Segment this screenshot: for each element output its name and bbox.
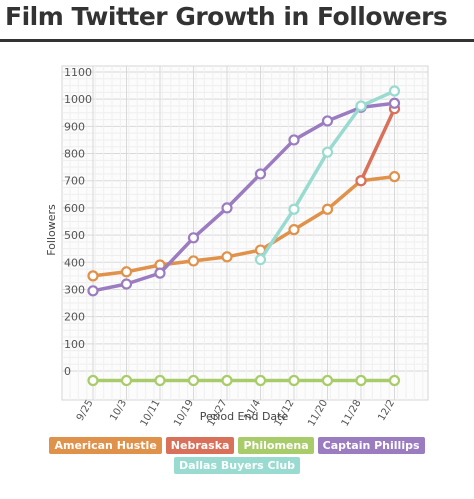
data-point [221,202,233,214]
x-axis-label: Period End Date [200,410,289,423]
legend-item-nebraska[interactable]: Nebraska [165,437,235,454]
series-captain-phillips [87,97,401,297]
data-point [355,374,367,387]
data-point [221,251,233,263]
title-divider [0,39,474,42]
x-tick-label: 10/11 [139,398,163,428]
y-tick-label: 700 [64,175,85,188]
data-point [221,374,233,387]
legend-row: Dallas Buyers Club [0,457,474,474]
chart-legend: American Hustle Nebraska Philomena Captain … [0,437,474,477]
plot-area [61,65,429,401]
data-point [288,224,300,236]
series-american-hustle [87,171,401,282]
x-tick-label: 10/19 [172,398,196,428]
data-point [388,97,401,109]
chart-grid [61,65,429,401]
y-tick-label: 100 [64,338,85,351]
legend-item-philomena[interactable]: Philomena [238,437,314,454]
data-point [355,100,367,112]
series-line-captain-phillips [91,101,397,293]
data-point [321,115,334,127]
data-point [321,146,334,158]
data-point [288,374,300,387]
data-point [321,203,334,215]
y-axis-ticks: 0 100 200 300 400 500 600 700 800 900 1000 1100 [64,66,92,378]
data-point [87,270,99,282]
y-tick-label: 1000 [64,93,92,106]
y-tick-label: 900 [64,120,85,133]
y-tick-label: 800 [64,148,85,161]
series-dallas-buyers-club [254,85,401,266]
series-line-american-hustle [91,174,397,278]
legend-row: American Hustle Nebraska Philomena Captain … [0,437,474,454]
x-tick-label: 11/20 [306,398,330,428]
data-point [288,203,300,215]
data-point [120,266,133,278]
data-point [187,232,200,244]
y-tick-label: 300 [64,283,85,296]
legend-item-dallas-buyers-club[interactable]: Dallas Buyers Club [173,457,301,474]
data-point [254,253,267,266]
data-point [187,374,200,387]
x-tick-label: 10/3 [108,398,129,423]
data-point [87,374,99,387]
data-point [154,267,166,279]
y-axis-label: Followers [45,204,58,256]
series-line-nebraska [359,106,397,183]
legend-item-captain-phillips[interactable]: Captain Phillips [317,437,425,454]
data-point [388,85,401,97]
data-point [388,374,401,387]
data-point [120,278,133,290]
data-point [120,374,133,387]
data-point [355,175,367,187]
legend-item-american-hustle[interactable]: American Hustle [49,437,162,454]
y-tick-label: 500 [64,229,85,242]
y-tick-label: 0 [64,365,71,378]
data-point [87,285,99,297]
x-tick-label: 12/2 [376,398,397,423]
data-point [321,374,334,387]
chart-series [87,85,401,387]
data-point [187,255,200,267]
data-point [388,171,401,183]
data-point [288,134,300,146]
y-tick-label: 200 [64,311,85,324]
chart-title: Film Twitter Growth in Followers [5,2,448,31]
series-philomena [87,374,401,387]
data-point [254,374,267,387]
data-point [254,168,267,180]
y-tick-label: 1100 [64,66,92,79]
y-tick-label: 400 [64,256,85,269]
x-tick-label: 9/25 [75,398,96,423]
x-tick-label: 11/28 [340,398,364,428]
data-point [154,374,166,387]
y-tick-label: 600 [64,202,85,215]
